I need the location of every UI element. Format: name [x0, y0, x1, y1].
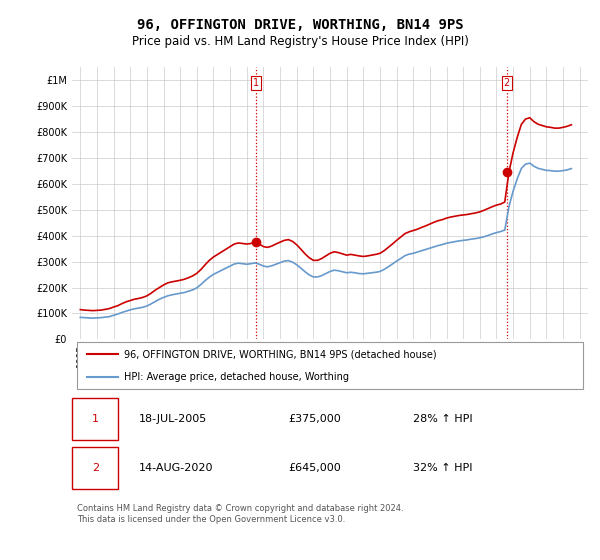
FancyBboxPatch shape — [72, 447, 118, 489]
Text: 1: 1 — [92, 414, 99, 424]
Text: 1: 1 — [253, 78, 259, 88]
Text: Price paid vs. HM Land Registry's House Price Index (HPI): Price paid vs. HM Land Registry's House … — [131, 35, 469, 49]
Text: £375,000: £375,000 — [289, 414, 341, 424]
Text: £645,000: £645,000 — [289, 463, 341, 473]
Text: 18-JUL-2005: 18-JUL-2005 — [139, 414, 208, 424]
Text: 32% ↑ HPI: 32% ↑ HPI — [413, 463, 472, 473]
Text: 2: 2 — [503, 78, 510, 88]
Text: Contains HM Land Registry data © Crown copyright and database right 2024.
This d: Contains HM Land Registry data © Crown c… — [77, 505, 404, 524]
Text: HPI: Average price, detached house, Worthing: HPI: Average price, detached house, Wort… — [124, 372, 349, 382]
Text: 14-AUG-2020: 14-AUG-2020 — [139, 463, 214, 473]
Text: 96, OFFINGTON DRIVE, WORTHING, BN14 9PS: 96, OFFINGTON DRIVE, WORTHING, BN14 9PS — [137, 18, 463, 32]
FancyBboxPatch shape — [72, 398, 118, 440]
FancyBboxPatch shape — [77, 342, 583, 389]
Text: 96, OFFINGTON DRIVE, WORTHING, BN14 9PS (detached house): 96, OFFINGTON DRIVE, WORTHING, BN14 9PS … — [124, 349, 436, 359]
Text: 28% ↑ HPI: 28% ↑ HPI — [413, 414, 472, 424]
Text: 2: 2 — [92, 463, 99, 473]
